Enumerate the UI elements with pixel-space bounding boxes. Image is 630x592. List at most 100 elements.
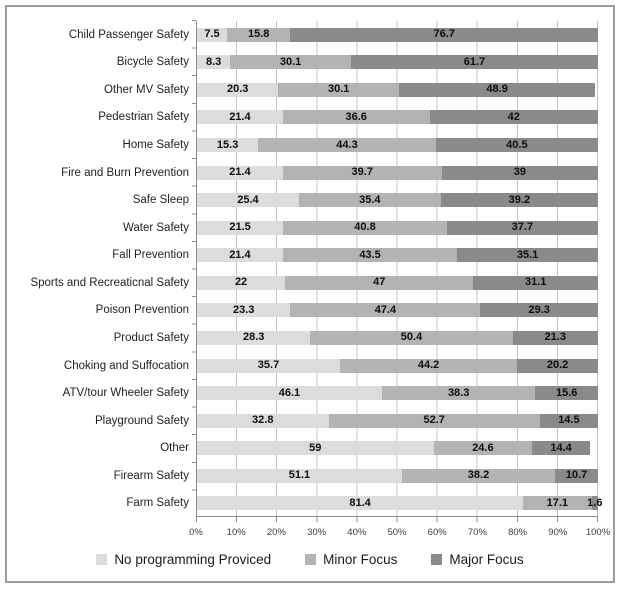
segment-major-focus: 35.1 — [457, 248, 598, 263]
bar-row: Safe Sleep 25.4 35.4 39.2 — [7, 186, 598, 214]
segment-no-programming: 22 — [197, 275, 286, 290]
bar-row: Poison Prevention 23.3 47.4 29.3 — [7, 297, 598, 325]
segment-value-label: 39 — [513, 166, 526, 179]
segment-value-label: 21.4 — [229, 248, 251, 261]
segment-value-label: 35.4 — [359, 193, 381, 206]
segment-value-label: 47.4 — [374, 303, 397, 316]
segment-value-label: 48.9 — [486, 83, 508, 96]
segment-value-label: 59 — [309, 441, 322, 454]
bar-track: 81.4 17.1 1.6 — [197, 496, 602, 511]
segment-value-label: 76.7 — [433, 28, 455, 41]
category-label: Safe Sleep — [132, 194, 189, 207]
segment-value-label: 15.6 — [556, 386, 578, 399]
segment-value-label: 40.5 — [506, 138, 528, 151]
legend-label: Minor Focus — [323, 552, 398, 567]
segment-major-focus: 39 — [441, 165, 598, 180]
segment-major-focus: 21.3 — [512, 330, 598, 345]
bar-rows-container: Child Passenger Safety 7.5 15.8 76.7 Bicycle… — [7, 21, 602, 517]
bar-row: Playground Safety 32.8 52.7 14.5 — [7, 407, 598, 435]
segment-minor-focus: 38.3 — [381, 386, 536, 401]
segment-value-label: 43.5 — [359, 248, 381, 261]
bar-track: 22 47 31.1 — [197, 275, 598, 290]
category-label: ATV/tour Wheeler Safety — [62, 387, 189, 400]
segment-major-focus: 31.1 — [473, 275, 598, 290]
category-label: Choking and Suffocation — [63, 359, 189, 372]
chart-legend: No programming Proviced Minor Focus Major … — [7, 552, 613, 567]
legend-label: No programming Proviced — [114, 552, 272, 567]
category-label: Playground Safety — [95, 414, 189, 427]
segment-value-label: 81.4 — [349, 496, 371, 509]
bar-row: Bicycle Safety 8.3 30.1 61.7 — [7, 49, 598, 77]
segment-value-label: 22 — [234, 276, 248, 289]
bar-track: 21.4 39.7 39 — [197, 165, 598, 180]
category-label: Farm Safety — [126, 497, 189, 510]
segment-major-focus: 39.2 — [440, 193, 598, 208]
category-label: Sports and Recreaticnal Safety — [30, 276, 189, 289]
bar-track: 21.4 36.6 42 — [197, 110, 598, 125]
bar-row: Choking and Suffocation 35.7 44.2 20.2 — [7, 352, 598, 380]
segment-major-focus: 42 — [429, 110, 598, 125]
segment-no-programming: 21.4 — [197, 110, 283, 125]
category-label: Child Passenger Safety — [68, 28, 189, 41]
segment-minor-focus: 36.6 — [282, 110, 430, 125]
segment-value-label: 7.5 — [204, 28, 220, 41]
segment-major-focus: 48.9 — [399, 82, 596, 97]
segment-minor-focus: 52.7 — [328, 413, 540, 428]
segment-minor-focus: 47 — [285, 275, 474, 290]
bar-row: Pedestrian Safety 21.4 36.6 42 — [7, 104, 598, 132]
x-axis-tick-label: 40% — [347, 527, 367, 538]
segment-minor-focus: 15.8 — [227, 27, 291, 42]
segment-value-label: 21.4 — [229, 110, 251, 123]
segment-value-label: 36.6 — [345, 110, 367, 123]
segment-minor-focus: 30.1 — [230, 55, 351, 70]
bar-row: Fire and Burn Prevention 21.4 39.7 39 — [7, 159, 598, 187]
segment-value-label: 21.5 — [229, 221, 251, 234]
segment-value-label: 25.4 — [237, 193, 259, 206]
segment-minor-focus: 43.5 — [282, 248, 458, 263]
category-label: Poison Prevention — [95, 304, 189, 317]
segment-minor-focus: 44.3 — [258, 138, 436, 153]
segment-value-label: 14.4 — [550, 441, 572, 454]
segment-value-label: 24.6 — [472, 441, 494, 454]
bar-track: 46.1 38.3 15.6 — [197, 386, 598, 401]
bar-track: 28.3 50.4 21.3 — [197, 330, 598, 345]
chart-figure: Child Passenger Safety 7.5 15.8 76.7 Bicycle… — [5, 5, 615, 583]
segment-minor-focus: 38.2 — [401, 468, 556, 483]
bar-row: Other 59 24.6 14.4 — [7, 434, 598, 462]
segment-no-programming: 32.8 — [197, 413, 329, 428]
segment-no-programming: 21.4 — [197, 165, 283, 180]
segment-value-label: 39.7 — [351, 166, 373, 179]
bar-track: 8.3 30.1 61.7 — [197, 55, 598, 70]
segment-value-label: 42 — [507, 110, 520, 123]
category-label: Firearm Safety — [113, 469, 189, 482]
segment-value-label: 30.1 — [328, 83, 350, 96]
segment-value-label: 28.3 — [243, 331, 265, 344]
x-axis-tick-label: 0% — [189, 527, 203, 538]
segment-value-label: 15.3 — [216, 138, 239, 151]
segment-value-label: 17.1 — [546, 496, 569, 509]
x-axis-tick-label: 90% — [548, 527, 568, 538]
segment-minor-focus: 50.4 — [310, 330, 513, 345]
segment-no-programming: 8.3 — [197, 55, 231, 70]
segment-minor-focus: 47.4 — [290, 303, 481, 318]
bar-row: Water Safety 21.5 40.8 37.7 — [7, 214, 598, 242]
segment-no-programming: 15.3 — [197, 138, 259, 153]
legend-swatch-no-programming — [96, 554, 108, 565]
segment-no-programming: 20.3 — [197, 82, 279, 97]
segment-no-programming: 51.1 — [197, 468, 402, 483]
segment-value-label: 44.2 — [417, 359, 440, 372]
segment-major-focus: 37.7 — [446, 220, 598, 235]
bar-track: 51.1 38.2 10.7 — [197, 468, 598, 483]
segment-no-programming: 21.4 — [197, 248, 283, 263]
x-axis-tick-labels: 0% 10% 20% 30% 40% 50% 60% 70% 80% 90% 100% — [189, 527, 610, 541]
segment-minor-focus: 35.4 — [298, 193, 441, 208]
bar-row: Other MV Safety 20.3 30.1 48.9 — [7, 76, 598, 104]
bar-row: Product Safety 28.3 50.4 21.3 — [7, 324, 598, 352]
bar-track: 21.4 43.5 35.1 — [197, 248, 598, 263]
segment-major-focus: 14.4 — [532, 441, 590, 456]
segment-minor-focus: 30.1 — [278, 82, 400, 97]
bar-track: 59 24.6 14.4 — [197, 441, 598, 456]
segment-no-programming: 21.5 — [197, 220, 284, 235]
segment-minor-focus: 40.8 — [283, 220, 447, 235]
bar-row: Firearm Safety 51.1 38.2 10.7 — [7, 462, 598, 490]
